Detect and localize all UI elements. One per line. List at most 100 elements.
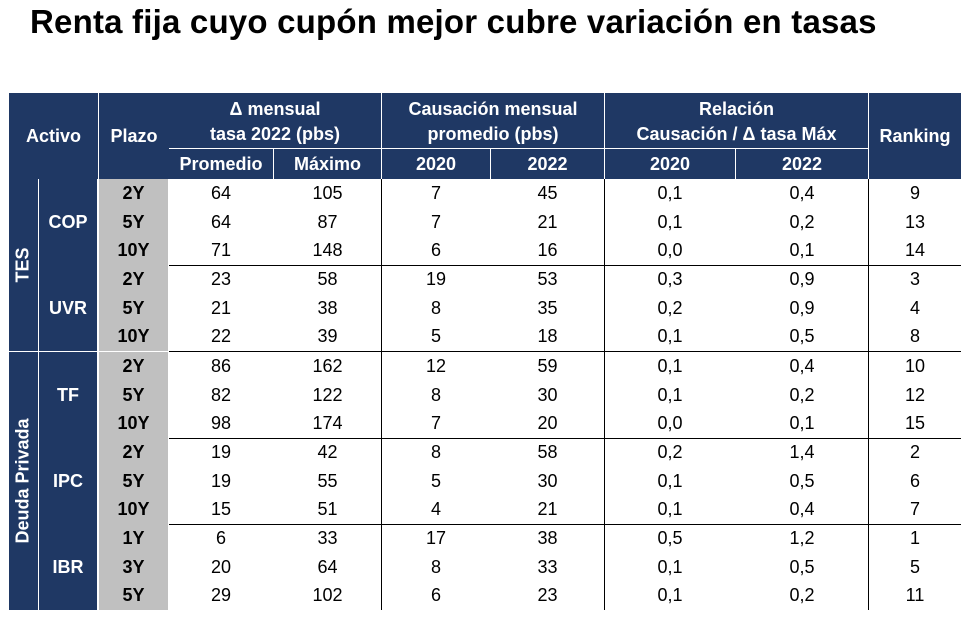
cell-maximo: 51	[317, 499, 338, 520]
plazo-cell: 10Y	[117, 240, 150, 261]
cell-c2022: 33	[537, 556, 558, 577]
cell-promedio: 22	[210, 326, 232, 347]
cell-c2022: 35	[537, 297, 558, 318]
table-row: 82 122 8 30 0,1 0,2 12	[169, 381, 961, 410]
cell-r2020: 0,1	[657, 499, 683, 520]
group-tes-bar	[9, 179, 38, 351]
cell-maximo: 64	[317, 556, 338, 577]
cell-r2022: 0,1	[789, 240, 815, 261]
plazo-cell: 5Y	[122, 211, 145, 232]
group-label-tes: TES	[12, 247, 33, 283]
page-title: Renta fija cuyo cupón mejor cubre variac…	[30, 3, 877, 40]
group-label-deuda-privada: Deuda Privada	[12, 418, 33, 544]
table-row: 64 87 7 21 0,1 0,2 13	[169, 208, 961, 237]
header-relacion-line2: Causación / Δ tasa Máx	[636, 123, 837, 144]
header-delta-line1: Δ mensual	[229, 98, 321, 119]
cell-promedio: 23	[210, 269, 232, 289]
cell-c2020: 6	[430, 240, 441, 261]
plazo-cell: 5Y	[122, 470, 145, 491]
cell-r2022: 0,4	[789, 183, 815, 203]
table-row: 98 174 7 20 0,0 0,1 15	[169, 409, 961, 438]
cell-promedio: 29	[210, 585, 232, 606]
row-separator	[169, 438, 961, 439]
cell-r2022: 0,2	[789, 384, 815, 405]
cell-ranking: 10	[904, 356, 926, 376]
header-causacion-2022: 2022	[491, 149, 604, 179]
table-row: 29 102 6 23 0,1 0,2 11	[169, 581, 961, 610]
header-causacion-line1: Causación mensual	[408, 98, 578, 119]
plazo-cell: 5Y	[122, 384, 145, 405]
column-separator	[868, 179, 869, 610]
header-causacion-2020: 2020	[382, 149, 490, 179]
asset-uvr: UVR	[39, 265, 97, 351]
cell-r2020: 0,1	[657, 470, 683, 491]
table-row: 21 38 8 35 0,2 0,9 4	[169, 294, 961, 323]
cell-promedio: 82	[210, 384, 232, 405]
cell-c2020: 4	[430, 499, 441, 520]
cell-promedio: 64	[210, 211, 232, 232]
cell-r2022: 0,1	[789, 413, 815, 434]
row-separator	[169, 524, 961, 525]
cell-r2020: 0,1	[657, 556, 683, 577]
cell-ranking: 1	[909, 528, 920, 548]
table-row: 20 64 8 33 0,1 0,5 5	[169, 553, 961, 582]
cell-ranking: 14	[904, 240, 926, 261]
cell-promedio: 98	[210, 413, 232, 434]
cell-promedio: 86	[210, 356, 232, 376]
header-maximo: Máximo	[274, 149, 381, 179]
cell-c2020: 8	[430, 442, 441, 462]
cell-promedio: 19	[210, 442, 232, 462]
cell-c2022: 21	[537, 211, 558, 232]
cell-maximo: 55	[317, 470, 338, 491]
cell-maximo: 148	[312, 240, 343, 261]
table-row: 22 39 5 18 0,1 0,5 8	[169, 322, 961, 351]
table-row: 64 105 7 45 0,1 0,4 9	[169, 179, 961, 208]
plazo-cell: 2Y	[122, 356, 145, 377]
cell-c2020: 6	[430, 585, 441, 606]
table-row: 15 51 4 21 0,1 0,4 7	[169, 495, 961, 524]
plazo-block-tf: 2Y 5Y 10Y	[99, 352, 168, 439]
cell-ranking: 13	[904, 211, 926, 232]
header-causacion-group: Causación mensual promedio (pbs)	[382, 93, 604, 148]
cell-r2020: 0,1	[657, 384, 683, 405]
header-activo: Activo	[9, 93, 98, 179]
cell-promedio: 19	[210, 470, 232, 491]
cell-c2020: 5	[430, 470, 441, 491]
cell-r2020: 0,0	[657, 240, 683, 261]
cell-maximo: 33	[317, 528, 338, 548]
cell-c2022: 23	[537, 585, 558, 606]
cell-c2022: 21	[537, 499, 558, 520]
cell-c2022: 16	[537, 240, 558, 261]
header-causacion-line2: promedio (pbs)	[427, 123, 559, 144]
cell-r2022: 0,5	[789, 556, 815, 577]
cell-ranking: 9	[909, 183, 920, 203]
cell-r2020: 0,1	[657, 326, 683, 347]
cell-r2020: 0,1	[657, 356, 683, 376]
header-promedio: Promedio	[169, 149, 273, 179]
header-relacion-2022: 2022	[736, 149, 868, 179]
cell-maximo: 58	[317, 269, 338, 289]
cell-r2020: 0,1	[657, 183, 683, 203]
cell-r2020: 0,5	[657, 528, 683, 548]
cell-r2020: 0,3	[657, 269, 683, 289]
header-relacion-2020: 2020	[605, 149, 735, 179]
cell-r2022: 1,2	[789, 528, 815, 548]
table-row: 23 58 19 53 0,3 0,9 3	[169, 265, 961, 294]
cell-c2022: 30	[537, 470, 558, 491]
asset-tf: TF	[39, 352, 97, 438]
header-relacion-group: Relación Causación / Δ tasa Máx	[605, 93, 868, 148]
cell-ranking: 3	[909, 269, 920, 289]
header-delta-line2: tasa 2022 (pbs)	[209, 123, 341, 144]
asset-ibr: IBR	[39, 524, 97, 610]
cell-r2022: 0,5	[789, 326, 815, 347]
cell-r2022: 0,9	[789, 297, 815, 318]
plazo-cell: 2Y	[122, 442, 145, 463]
cell-maximo: 105	[312, 183, 343, 203]
header-ranking: Ranking	[869, 93, 961, 179]
cell-r2020: 0,1	[657, 211, 683, 232]
header-relacion-line1: Relación	[698, 98, 775, 119]
cell-r2022: 0,4	[789, 499, 815, 520]
cell-r2020: 0,1	[657, 585, 683, 606]
cell-r2020: 0,0	[657, 413, 683, 434]
cell-maximo: 162	[312, 356, 343, 376]
